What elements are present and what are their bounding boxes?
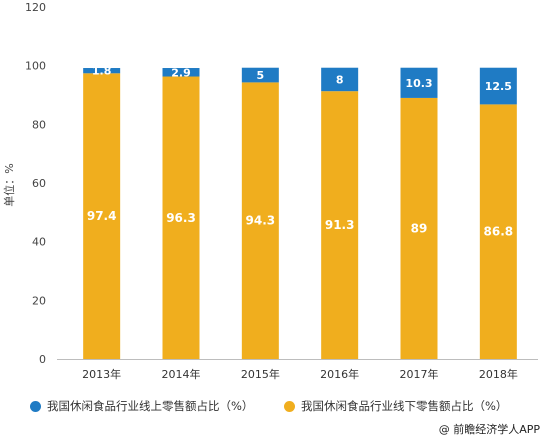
legend: 我国休闲食品行业线上零售额占比（%） 我国休闲食品行业线下零售额占比（%）: [0, 398, 549, 420]
data-label-offline: 97.4: [87, 209, 117, 223]
data-label-online: 10.3: [405, 77, 432, 90]
bar-offline: [241, 82, 279, 360]
x-tick-label: 2013年: [82, 367, 121, 381]
legend-marker-online: [30, 400, 41, 412]
legend-item-online: 我国休闲食品行业线上零售额占比（%）: [30, 398, 253, 414]
bar-online: [479, 67, 517, 105]
y-tick-label: 40: [32, 236, 46, 249]
bar-offline: [83, 73, 121, 359]
legend-item-offline: 我国休闲食品行业线下零售额占比（%）: [284, 398, 507, 414]
data-label-online: 2.9: [171, 66, 191, 79]
y-tick-label: 120: [25, 1, 46, 14]
data-label-offline: 91.3: [325, 218, 355, 232]
legend-label-offline: 我国休闲食品行业线下零售额占比（%）: [301, 399, 508, 413]
x-tick-label: 2014年: [162, 367, 201, 381]
legend-label-online: 我国休闲食品行业线上零售额占比（%）: [47, 399, 254, 413]
legend-marker-offline: [284, 400, 295, 412]
data-label-online: 5: [257, 69, 265, 82]
data-label-online: 8: [336, 73, 344, 86]
data-label-offline: 89: [411, 221, 428, 235]
data-label-offline: 96.3: [166, 211, 196, 225]
bar-online: [400, 67, 438, 98]
bar-online: [83, 68, 121, 74]
bar-online: [162, 68, 200, 77]
x-tick-label: 2015年: [241, 367, 280, 381]
bar-offline: [162, 76, 200, 360]
bar-online: [321, 67, 359, 92]
source-credit: @ 前瞻经济学人APP: [438, 423, 540, 436]
bar-offline: [321, 91, 359, 359]
x-tick-label: 2017年: [400, 367, 439, 381]
data-label-online: 12.5: [485, 80, 512, 93]
y-tick-label: 80: [32, 118, 46, 131]
x-tick-label: 2016年: [320, 367, 359, 381]
data-label-online: 1.8: [92, 65, 112, 78]
data-label-offline: 86.8: [484, 225, 514, 239]
bar-offline: [479, 104, 517, 360]
y-tick-label: 0: [39, 353, 46, 366]
x-tick-label: 2018年: [479, 367, 518, 381]
bar-offline: [400, 97, 438, 359]
y-tick-label: 60: [32, 177, 46, 190]
y-axis-label: 单位：%: [2, 163, 16, 206]
data-label-offline: 94.3: [246, 214, 276, 228]
y-tick-label: 100: [25, 60, 46, 73]
y-tick-label: 20: [32, 294, 46, 307]
bar-online: [241, 67, 279, 83]
